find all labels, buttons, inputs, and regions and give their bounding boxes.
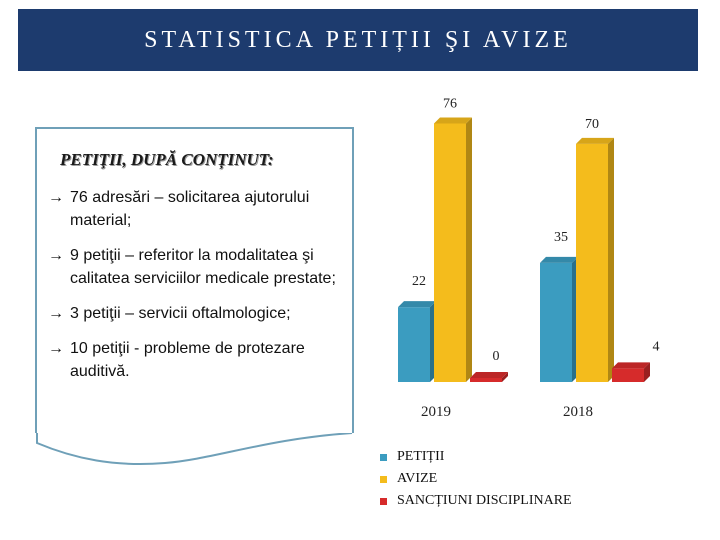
arrow-icon: → bbox=[48, 305, 64, 322]
x-tick-label: 2019 bbox=[421, 404, 451, 420]
data-label: 70 bbox=[585, 117, 599, 132]
data-label: 0 bbox=[493, 349, 500, 364]
bar bbox=[612, 368, 644, 382]
bar bbox=[398, 307, 430, 382]
data-label: 4 bbox=[653, 339, 660, 354]
legend-swatch bbox=[380, 497, 387, 505]
bar-top bbox=[470, 372, 508, 378]
note-card-border bbox=[35, 127, 352, 129]
note-list: → 76 adresări – solicitarea ajutorului ma… bbox=[48, 186, 338, 395]
bar bbox=[576, 143, 608, 382]
list-item-text: 10 petiţii - probleme de protezare audit… bbox=[70, 340, 305, 380]
legend-swatch bbox=[380, 475, 387, 483]
bar-side bbox=[430, 301, 436, 382]
bar-top bbox=[398, 301, 436, 308]
bar-side bbox=[572, 256, 578, 382]
bar bbox=[434, 123, 466, 382]
list-item-text: 9 petiţii – referitor la modalitatea şi … bbox=[70, 247, 336, 287]
bar-side bbox=[502, 372, 508, 382]
list-item-text: 3 petiţii – servicii oftalmologice; bbox=[70, 305, 291, 322]
data-label: 35 bbox=[554, 230, 568, 245]
legend-item-petitii: PETIȚII bbox=[380, 446, 572, 468]
list-item: → 10 petiţii - probleme de protezare audi… bbox=[48, 337, 338, 383]
bar-side bbox=[644, 362, 650, 382]
data-label: 76 bbox=[443, 96, 457, 111]
arrow-icon: → bbox=[48, 189, 64, 206]
list-item-text: 76 adresări – solicitarea ajutorului mat… bbox=[70, 189, 310, 229]
note-heading: PETIŢII, DUPĂ CONȚINUT: bbox=[60, 150, 274, 169]
bar bbox=[470, 378, 502, 382]
arrow-icon: → bbox=[48, 247, 64, 264]
arrow-icon: → bbox=[48, 340, 64, 357]
legend-item-sanctiuni: SANCȚIUNI DISCIPLINARE bbox=[380, 490, 572, 512]
bar-side bbox=[466, 117, 472, 382]
bar-top bbox=[540, 256, 578, 263]
page-title: STATISTICA PETIȚII ŞI AVIZE bbox=[18, 9, 698, 71]
bar-top bbox=[576, 137, 614, 144]
legend-label: AVIZE bbox=[397, 471, 438, 486]
bar-top bbox=[612, 362, 650, 369]
list-item: → 9 petiţii – referitor la modalitatea şi… bbox=[48, 244, 338, 290]
x-tick-label: 2018 bbox=[563, 404, 593, 420]
list-item: → 3 petiţii – servicii oftalmologice; bbox=[48, 302, 338, 325]
legend-item-avize: AVIZE bbox=[380, 468, 572, 490]
legend-label: SANCȚIUNI DISCIPLINARE bbox=[397, 493, 572, 508]
bar-top bbox=[434, 117, 472, 124]
note-card bbox=[35, 127, 354, 469]
list-item: → 76 adresări – solicitarea ajutorului ma… bbox=[48, 186, 338, 232]
torn-edge bbox=[35, 433, 354, 469]
bar-side bbox=[608, 137, 614, 382]
chart-legend: PETIȚII AVIZE SANCȚIUNI DISCIPLINARE bbox=[380, 446, 572, 512]
legend-swatch bbox=[380, 453, 387, 461]
bar bbox=[540, 262, 572, 382]
data-label: 22 bbox=[412, 274, 426, 289]
legend-label: PETIȚII bbox=[397, 449, 445, 464]
